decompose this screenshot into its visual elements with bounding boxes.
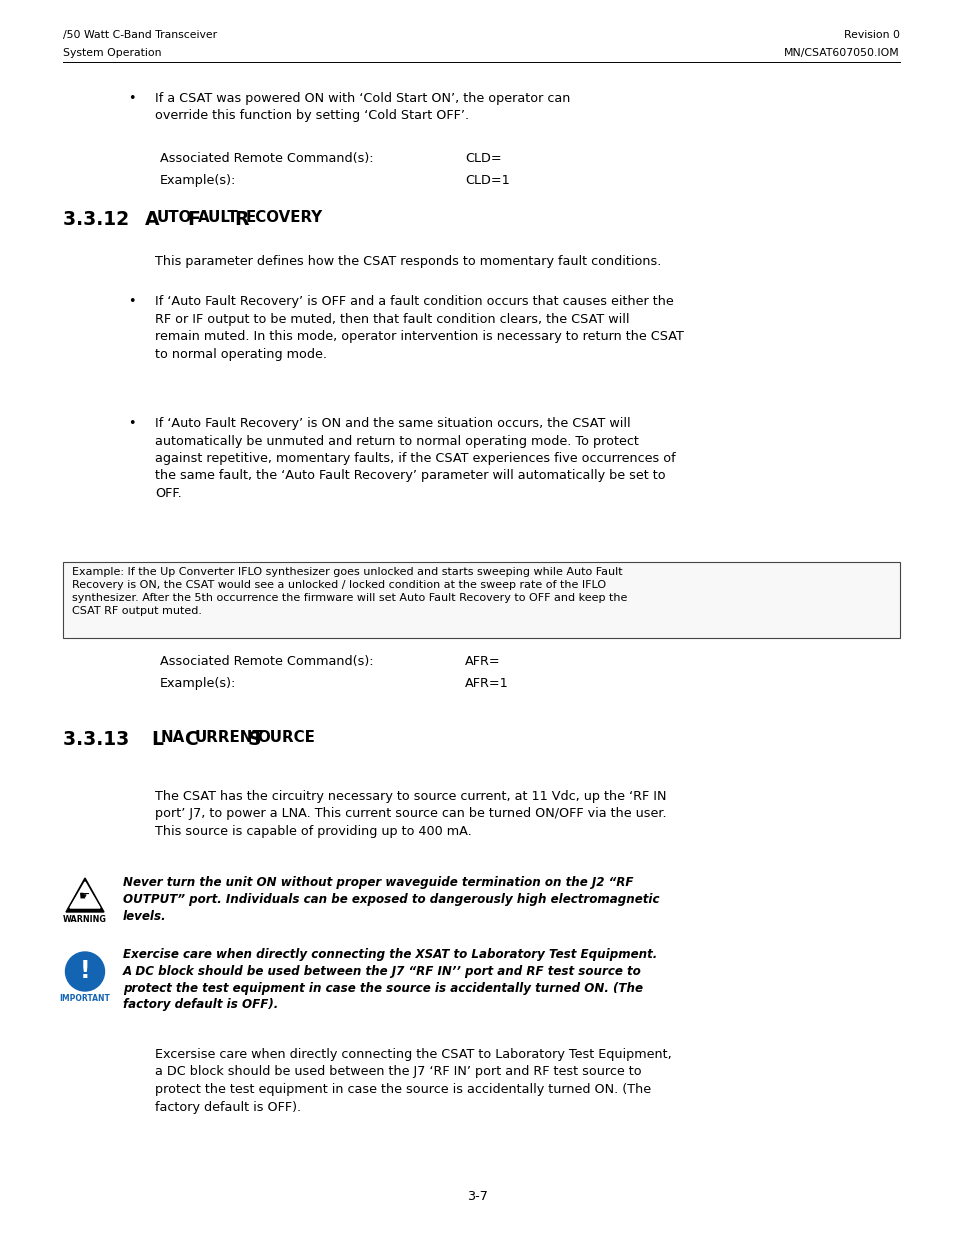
Text: •: • xyxy=(128,91,135,105)
Text: •: • xyxy=(128,295,135,308)
Text: ECOVERY: ECOVERY xyxy=(245,210,322,225)
Text: Example: If the Up Converter IFLO synthesizer goes unlocked and starts sweeping : Example: If the Up Converter IFLO synthe… xyxy=(71,567,627,616)
Text: URRENT: URRENT xyxy=(194,730,263,745)
Text: Example(s):: Example(s): xyxy=(160,677,236,690)
Text: •: • xyxy=(128,417,135,430)
Text: /50 Watt C-Band Transceiver: /50 Watt C-Band Transceiver xyxy=(63,30,217,40)
FancyBboxPatch shape xyxy=(63,562,899,638)
Text: 3.3.12: 3.3.12 xyxy=(63,210,135,228)
Polygon shape xyxy=(70,883,100,906)
Text: If ‘Auto Fault Recovery’ is ON and the same situation occurs, the CSAT will
auto: If ‘Auto Fault Recovery’ is ON and the s… xyxy=(154,417,675,500)
Text: IMPORTANT: IMPORTANT xyxy=(59,994,111,1003)
Text: Associated Remote Command(s):: Associated Remote Command(s): xyxy=(160,152,374,165)
Text: WARNING: WARNING xyxy=(63,915,107,924)
Text: OURCE: OURCE xyxy=(257,730,315,745)
Polygon shape xyxy=(66,878,104,911)
Text: UTO: UTO xyxy=(156,210,192,225)
Text: If ‘Auto Fault Recovery’ is OFF and a fault condition occurs that causes either : If ‘Auto Fault Recovery’ is OFF and a fa… xyxy=(154,295,683,361)
Text: Example(s):: Example(s): xyxy=(160,174,236,186)
Text: A: A xyxy=(145,210,159,228)
Text: NA: NA xyxy=(161,730,185,745)
Text: The CSAT has the circuitry necessary to source current, at 11 Vdc, up the ‘RF IN: The CSAT has the circuitry necessary to … xyxy=(154,790,666,839)
Text: ☛: ☛ xyxy=(79,889,91,903)
Text: L: L xyxy=(151,730,163,748)
Text: AFR=1: AFR=1 xyxy=(464,677,508,690)
Text: This parameter defines how the CSAT responds to momentary fault conditions.: This parameter defines how the CSAT resp… xyxy=(154,254,660,268)
Text: R: R xyxy=(234,210,249,228)
Text: AULT: AULT xyxy=(197,210,238,225)
Text: 3.3.13: 3.3.13 xyxy=(63,730,135,748)
Circle shape xyxy=(66,952,105,990)
Text: !: ! xyxy=(80,960,91,983)
Text: CLD=1: CLD=1 xyxy=(464,174,509,186)
Text: If a CSAT was powered ON with ‘Cold Start ON’, the operator can
override this fu: If a CSAT was powered ON with ‘Cold Star… xyxy=(154,91,570,122)
Polygon shape xyxy=(70,882,100,908)
Text: Revision 0: Revision 0 xyxy=(843,30,899,40)
Text: CLD=: CLD= xyxy=(464,152,501,165)
Text: Never turn the unit ON without proper waveguide termination on the J2 “RF
OUTPUT: Never turn the unit ON without proper wa… xyxy=(123,876,659,923)
Text: Exercise care when directly connecting the XSAT to Laboratory Test Equipment.
A : Exercise care when directly connecting t… xyxy=(123,948,657,1011)
Text: 3-7: 3-7 xyxy=(466,1191,487,1203)
Text: F: F xyxy=(188,210,200,228)
Text: Associated Remote Command(s):: Associated Remote Command(s): xyxy=(160,655,374,668)
Text: System Operation: System Operation xyxy=(63,48,161,58)
Text: Excersise care when directly connecting the CSAT to Laboratory Test Equipment,
a: Excersise care when directly connecting … xyxy=(154,1049,671,1114)
Text: S: S xyxy=(247,730,261,748)
Text: AFR=: AFR= xyxy=(464,655,500,668)
Text: MN/CSAT607050.IOM: MN/CSAT607050.IOM xyxy=(783,48,899,58)
Text: C: C xyxy=(184,730,198,748)
